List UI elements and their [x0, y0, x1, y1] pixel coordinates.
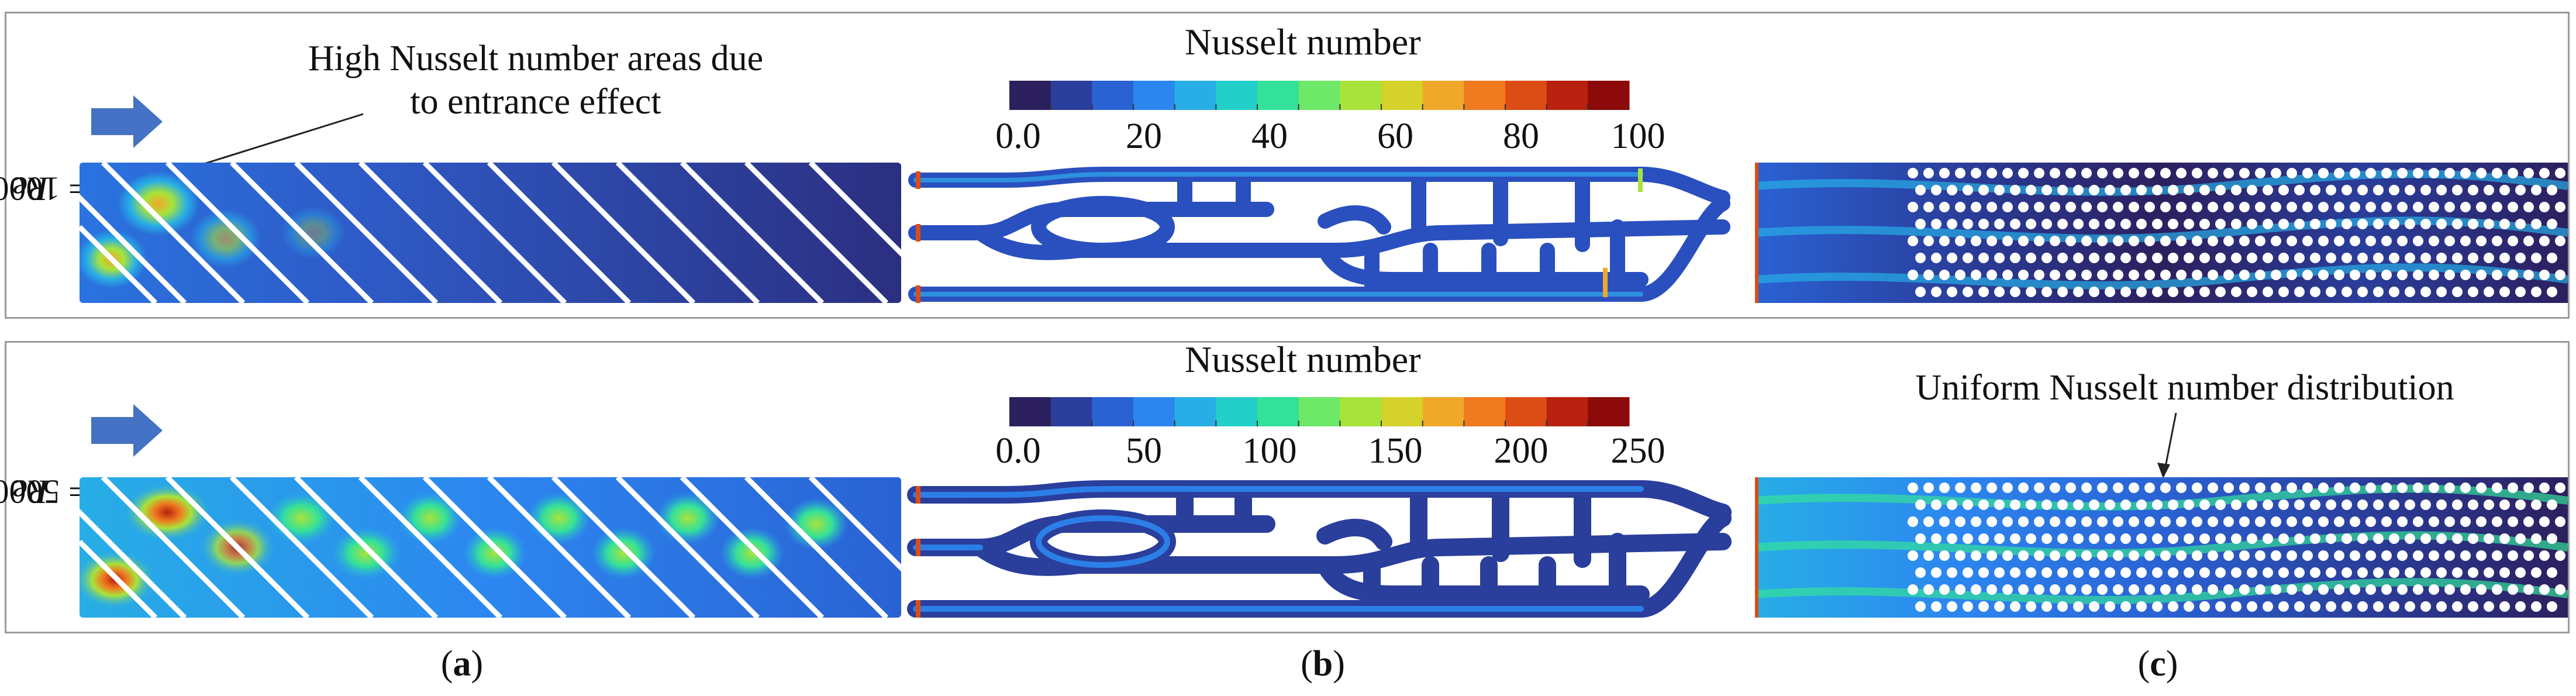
colorbar-tick: 20 — [1126, 116, 1162, 156]
colorbar-segment — [1133, 81, 1175, 110]
panel-re-5000: Re = 5000 — [0, 339, 2570, 633]
colorbar-top — [1009, 81, 1630, 110]
colorbar-segment — [1050, 397, 1092, 426]
colorbar-segment — [1505, 81, 1547, 110]
entrance-effect-annotation: High Nusselt number areas due to entranc… — [308, 39, 764, 122]
colorbar-segment — [1298, 397, 1340, 426]
colorbar-segment — [1381, 397, 1423, 426]
flow-direction-arrow-icon — [91, 404, 163, 457]
colorbar-segment — [1133, 397, 1175, 426]
subfigure-label-c: (c) — [2137, 644, 2178, 684]
colorbar-tick: 100 — [1242, 431, 1297, 471]
colorbar-tick: 150 — [1368, 431, 1423, 471]
colorbar-tick: 50 — [1126, 431, 1162, 471]
panel-re-1000: Re = 1000 High Nusselt number areas due … — [0, 12, 2570, 319]
colorbar-segment — [1381, 81, 1423, 110]
flow-direction-arrow-icon — [91, 95, 163, 148]
colorbar-segment — [1009, 81, 1051, 110]
colorbar-segment — [1298, 81, 1340, 110]
uniform-distribution-annotation: Uniform Nusselt number distribution — [1915, 368, 2454, 408]
colorbar-tick: 80 — [1503, 116, 1539, 156]
colorbar-tick: 200 — [1494, 431, 1549, 471]
colorbar-segment — [1340, 397, 1382, 426]
colorbar-segment — [1340, 81, 1382, 110]
colorbar-segment — [1422, 81, 1464, 110]
colorbar-segment — [1009, 397, 1051, 426]
colorbar-segment — [1464, 397, 1506, 426]
colorbar-segment — [1092, 397, 1134, 426]
subfigure-label-b: (b) — [1301, 644, 1345, 684]
colorbar-title-top: Nusselt number — [1185, 21, 1421, 63]
colorbar-segment — [1174, 397, 1216, 426]
colorbar-segment — [1174, 81, 1216, 110]
colorbar-tick: 100 — [1611, 116, 1665, 156]
colorbar-title-bottom: Nusselt number — [1185, 339, 1421, 380]
colorbar-segment — [1464, 81, 1506, 110]
colorbar-segment — [1092, 81, 1134, 110]
annotation-arrow-icon — [2157, 412, 2177, 478]
colorbar-tick: 0.0 — [995, 431, 1041, 471]
colorbar-tick: 250 — [1611, 431, 1665, 471]
colorbar-segment — [1050, 81, 1092, 110]
colorbar-tick: 40 — [1251, 116, 1288, 156]
colorbar-segment — [1216, 81, 1258, 110]
subfigure-label-a: (a) — [440, 644, 484, 684]
colorbar-segment — [1216, 397, 1258, 426]
field-b-top — [908, 163, 1737, 303]
colorbar-bottom — [1009, 397, 1630, 426]
field-a-bottom — [80, 477, 901, 618]
field-b-bottom — [907, 477, 1737, 618]
colorbar-segment — [1588, 81, 1630, 110]
colorbar-tick: 0.0 — [995, 116, 1041, 156]
field-a-top — [80, 163, 901, 303]
colorbar-tick: 60 — [1377, 116, 1413, 156]
colorbar-segment — [1257, 397, 1299, 426]
colorbar-segment — [1505, 397, 1547, 426]
colorbar-segment — [1546, 81, 1588, 110]
colorbar-segment — [1422, 397, 1464, 426]
field-c-bottom — [1754, 477, 2568, 618]
colorbar-segment — [1588, 397, 1630, 426]
colorbar-segment — [1257, 81, 1299, 110]
field-c-top — [1754, 163, 2568, 303]
colorbar-segment — [1546, 397, 1588, 426]
